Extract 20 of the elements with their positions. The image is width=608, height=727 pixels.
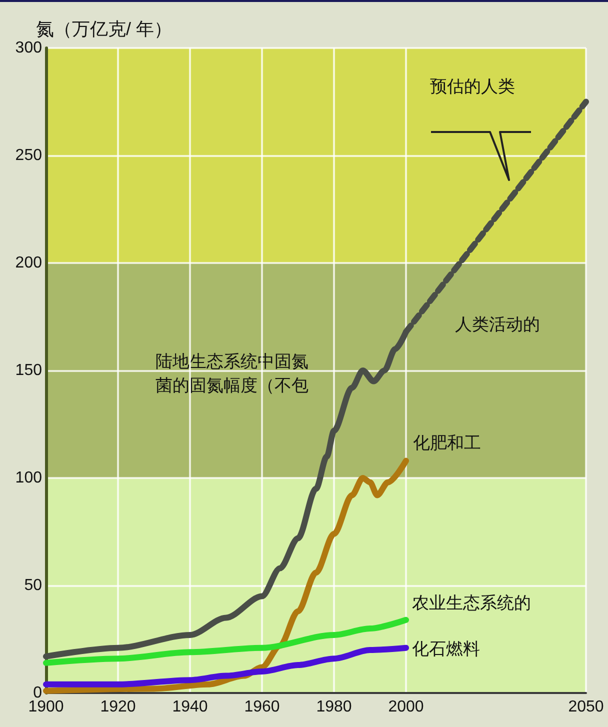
annotation: 预估的人类	[430, 77, 515, 96]
x-tick-label: 1940	[172, 698, 208, 716]
y-tick-label: 100	[15, 470, 42, 486]
y-tick-label: 150	[15, 362, 42, 379]
y-tick-label: 250	[15, 147, 42, 164]
x-tick-label: 2050	[568, 698, 604, 716]
x-tick-label: 2000	[388, 698, 424, 716]
y-tick-label: 200	[15, 254, 42, 272]
y-tick-label: 50	[24, 577, 42, 594]
series-label: 化肥和工	[413, 433, 481, 452]
y-tick-label: 0	[33, 684, 42, 702]
x-tick-label: 1920	[100, 698, 136, 716]
series-label: 农业生态系统的	[412, 593, 531, 612]
x-tick-label: 1960	[244, 698, 280, 716]
annotation: 人类活动的	[455, 315, 540, 334]
x-tick-label: 1900	[28, 698, 64, 716]
y-axis-title: 氮（万亿克/ 年）	[36, 19, 172, 39]
series-label: 化石燃料	[412, 639, 480, 658]
y-tick-label: 300	[15, 40, 42, 56]
x-tick-label: 1980	[316, 698, 352, 716]
